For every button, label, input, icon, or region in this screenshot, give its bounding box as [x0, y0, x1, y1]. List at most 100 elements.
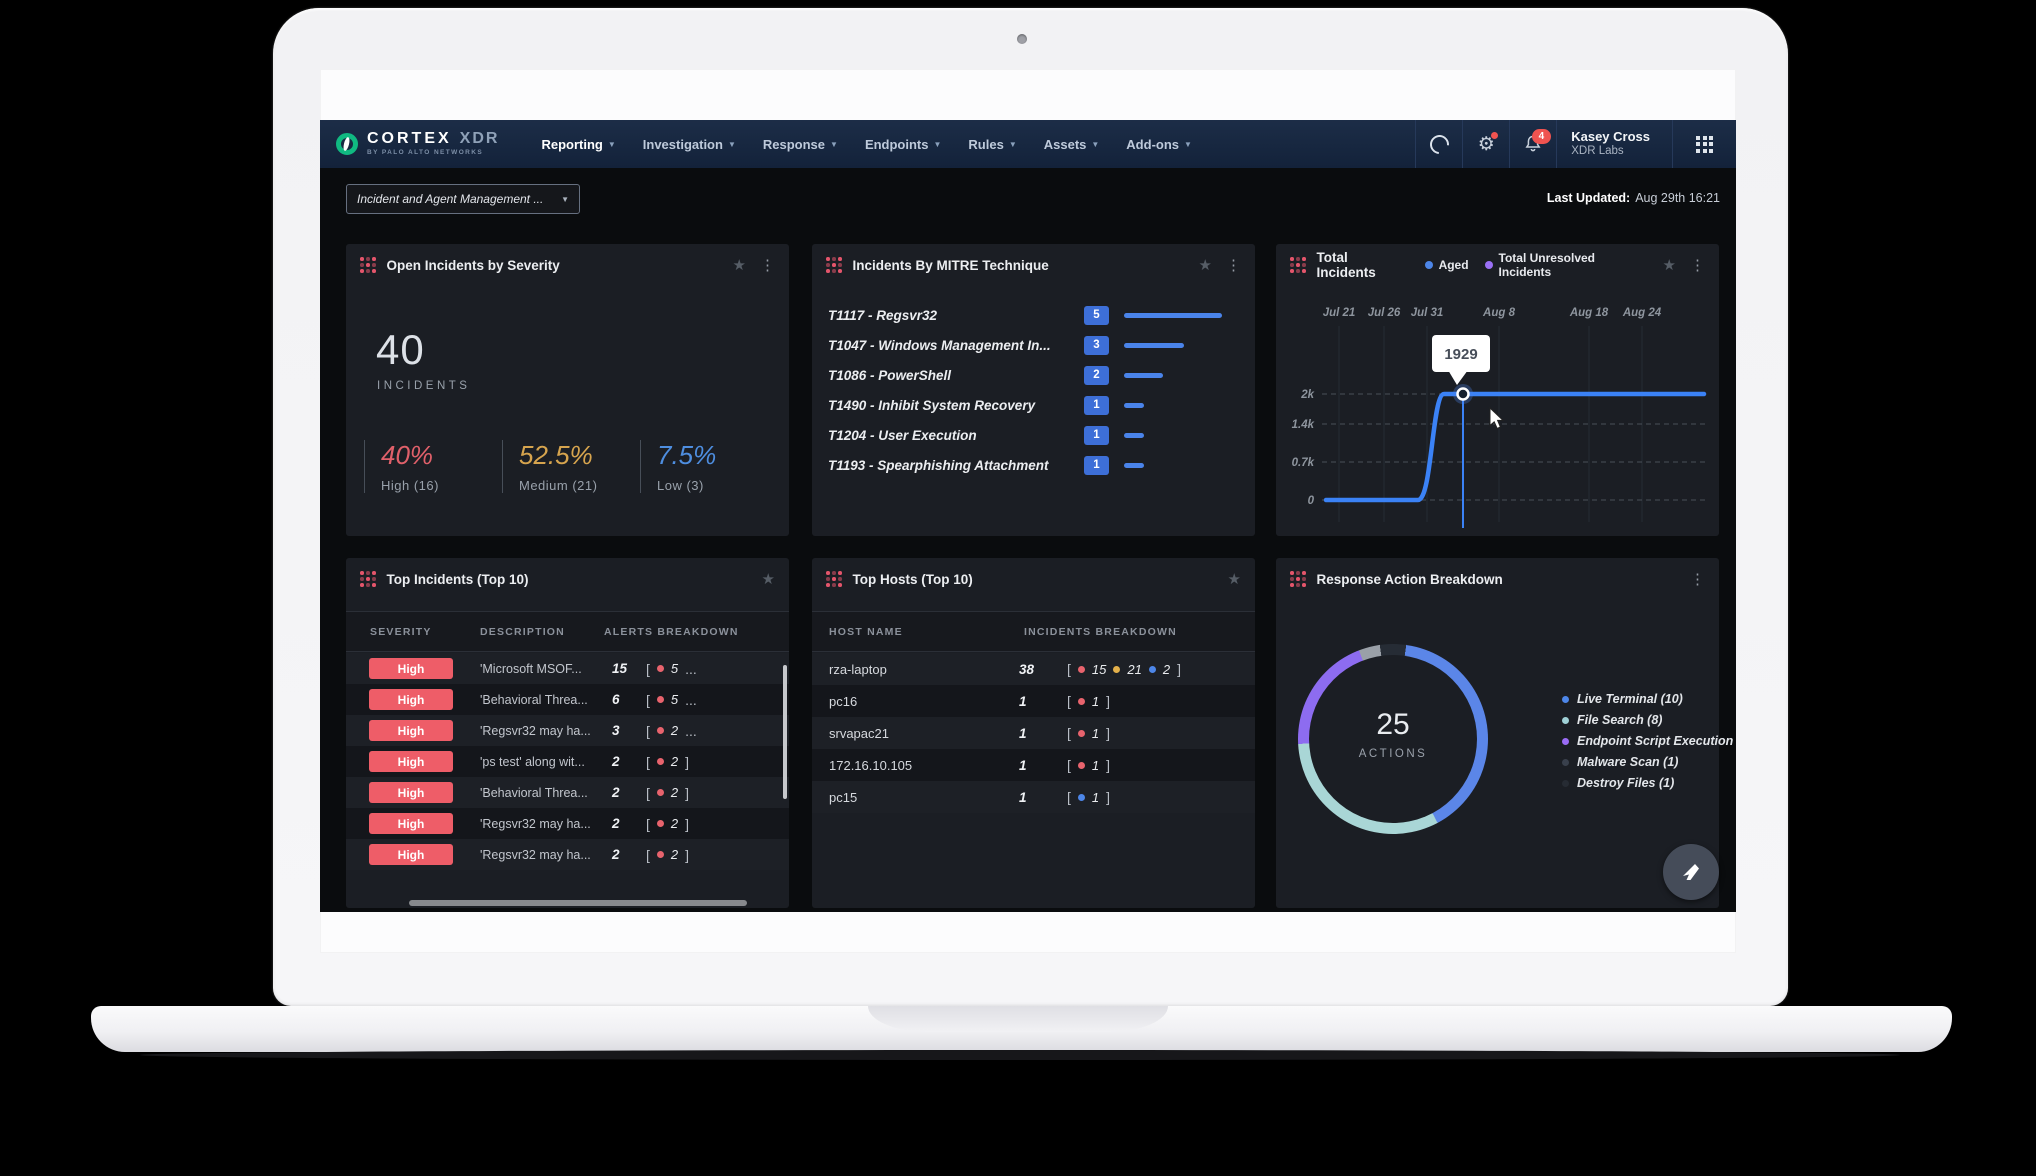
table-row[interactable]: High 'Behavioral Threa... 2 [2]	[346, 777, 789, 808]
mitre-row[interactable]: T1086 - PowerShell2	[812, 360, 1255, 390]
column-header[interactable]: ALERTS BREAKDOWN	[604, 626, 739, 638]
menu-addons[interactable]: Add-ons▼	[1126, 137, 1192, 152]
favorite-star-icon[interactable]: ★	[733, 256, 746, 274]
menu-reporting[interactable]: Reporting▼	[541, 137, 615, 152]
chevron-down-icon: ▼	[728, 140, 736, 149]
mitre-row[interactable]: T1047 - Windows Management In...3	[812, 330, 1255, 360]
severity-dot	[657, 727, 664, 734]
alerts-breakdown: [2]	[646, 785, 689, 801]
legend-item[interactable]: Malware Scan (1)	[1562, 755, 1736, 769]
legend-dot	[1485, 261, 1493, 269]
notifications-button[interactable]: 4	[1509, 120, 1556, 168]
panel-title: Total Incidents	[1317, 250, 1411, 280]
horizontal-scrollbar[interactable]	[409, 900, 747, 906]
mitre-row[interactable]: T1117 - Regsvr325	[812, 300, 1255, 330]
svg-text:1.4k: 1.4k	[1292, 419, 1315, 431]
svg-text:Jul 31: Jul 31	[1411, 307, 1444, 319]
svg-text:Jul 26: Jul 26	[1368, 307, 1401, 319]
favorite-star-icon[interactable]: ★	[762, 570, 775, 588]
legend-unresolved[interactable]: Total Unresolved Incidents	[1485, 251, 1651, 279]
widget-icon	[826, 571, 842, 587]
mitre-row[interactable]: T1490 - Inhibit System Recovery1	[812, 390, 1255, 420]
dashboard-selector-value: Incident and Agent Management ...	[357, 192, 556, 206]
y-gridlines	[1322, 394, 1706, 500]
legend-item[interactable]: Endpoint Script Execution (5)	[1562, 734, 1736, 748]
severity-dot	[1078, 730, 1085, 737]
mitre-row[interactable]: T1193 - Spearphishing Attachment1	[812, 450, 1255, 480]
legend-item[interactable]: File Search (8)	[1562, 713, 1736, 727]
menu-assets[interactable]: Assets▼	[1044, 137, 1100, 152]
column-header[interactable]: DESCRIPTION	[480, 626, 604, 638]
laptop-camera	[1017, 34, 1027, 44]
count-badge: 5	[1084, 306, 1109, 325]
severity-dot	[1149, 666, 1156, 673]
dashboard-selector[interactable]: Incident and Agent Management ... ▼	[346, 184, 580, 214]
table-row[interactable]: High 'Regsvr32 may ha... 2 [2]	[346, 839, 789, 870]
column-header[interactable]: INCIDENTS BREAKDOWN	[1024, 626, 1177, 638]
user-menu[interactable]: Kasey Cross XDR Labs	[1556, 120, 1672, 168]
svg-text:2k: 2k	[1300, 389, 1314, 401]
menu-response[interactable]: Response▼	[763, 137, 838, 152]
stat-high[interactable]: 40% High (16)	[364, 440, 502, 493]
chevron-down-icon: ▼	[1091, 140, 1099, 149]
svg-text:Jul 21: Jul 21	[1323, 307, 1356, 319]
kebab-menu-icon[interactable]: ⋮	[760, 256, 775, 274]
severity-dot	[657, 696, 664, 703]
menu-rules[interactable]: Rules▼	[968, 137, 1016, 152]
widget-icon	[360, 571, 376, 587]
vertical-scrollbar[interactable]	[783, 665, 787, 799]
mitre-row[interactable]: T1204 - User Execution1	[812, 420, 1255, 450]
menu-endpoints[interactable]: Endpoints▼	[865, 137, 941, 152]
brand-tagline: BY PALO ALTO NETWORKS	[367, 150, 499, 157]
kebab-menu-icon[interactable]: ⋮	[1690, 570, 1705, 588]
apps-launcher-button[interactable]	[1672, 120, 1736, 168]
table-row[interactable]: srvapac21 1 [1]	[812, 717, 1255, 749]
table-row[interactable]: pc16 1 [1]	[812, 685, 1255, 717]
widget-icon	[1290, 571, 1306, 587]
kebab-menu-icon[interactable]: ⋮	[1690, 256, 1705, 274]
x-axis-labels: Jul 21 Jul 26 Jul 31 Aug 8 Aug 18 Aug 24	[1323, 307, 1662, 319]
alerts-breakdown: [2]	[646, 754, 689, 770]
legend-item[interactable]: Destroy Files (1)	[1562, 776, 1736, 790]
severity-dot	[657, 820, 664, 827]
legend-aged[interactable]: Aged	[1425, 258, 1469, 272]
menu-investigation[interactable]: Investigation▼	[643, 137, 736, 152]
feedback-fab-button[interactable]	[1663, 844, 1719, 900]
panel-title: Top Incidents (Top 10)	[387, 572, 529, 587]
table-row[interactable]: pc15 1 [1]	[812, 781, 1255, 813]
count-badge: 1	[1084, 426, 1109, 445]
table-row[interactable]: High 'ps test' along wit... 2 [2]	[346, 746, 789, 777]
severity-dot	[657, 789, 664, 796]
column-header[interactable]: HOST NAME	[829, 626, 1024, 638]
svg-text:1929: 1929	[1444, 346, 1477, 363]
legend-dot	[1425, 261, 1433, 269]
stat-medium[interactable]: 52.5% Medium (21)	[502, 440, 640, 493]
widget-icon	[360, 257, 376, 273]
table-row[interactable]: High 'Behavioral Threa... 6 [5...	[346, 684, 789, 715]
table-row[interactable]: High 'Regsvr32 may ha... 3 [2...	[346, 715, 789, 746]
table-row[interactable]: 172.16.10.105 1 [1]	[812, 749, 1255, 781]
favorite-star-icon[interactable]: ★	[1228, 570, 1241, 588]
svg-text:0.7k: 0.7k	[1292, 457, 1315, 469]
svg-text:Aug 8: Aug 8	[1482, 307, 1516, 319]
table-row[interactable]: rza-laptop 38 [15212]	[812, 653, 1255, 685]
dashboard: CORTEX XDR BY PALO ALTO NETWORKS Reporti…	[320, 120, 1736, 912]
table-row[interactable]: High 'Microsoft MSOF... 15 [5...	[346, 653, 789, 684]
settings-button[interactable]: ⚙	[1462, 120, 1509, 168]
count-badge: 2	[1084, 366, 1109, 385]
help-icon	[1426, 131, 1453, 158]
table-row[interactable]: High 'Regsvr32 may ha... 2 [2]	[346, 808, 789, 839]
legend-item[interactable]: Live Terminal (10)	[1562, 692, 1736, 706]
user-org: XDR Labs	[1571, 145, 1650, 159]
kebab-menu-icon[interactable]: ⋮	[1226, 256, 1241, 274]
brand-logo[interactable]: CORTEX XDR BY PALO ALTO NETWORKS	[336, 131, 499, 157]
chevron-down-icon: ▼	[608, 140, 616, 149]
column-header[interactable]: SEVERITY	[370, 626, 480, 638]
svg-text:Aug 24: Aug 24	[1622, 307, 1662, 319]
count-badge: 1	[1084, 456, 1109, 475]
stat-low[interactable]: 7.5% Low (3)	[640, 440, 778, 493]
favorite-star-icon[interactable]: ★	[1663, 256, 1676, 274]
favorite-star-icon[interactable]: ★	[1199, 256, 1212, 274]
line-chart[interactable]: Jul 21 Jul 26 Jul 31 Aug 8 Aug 18 Aug 24…	[1282, 290, 1712, 535]
help-button[interactable]	[1415, 120, 1462, 168]
